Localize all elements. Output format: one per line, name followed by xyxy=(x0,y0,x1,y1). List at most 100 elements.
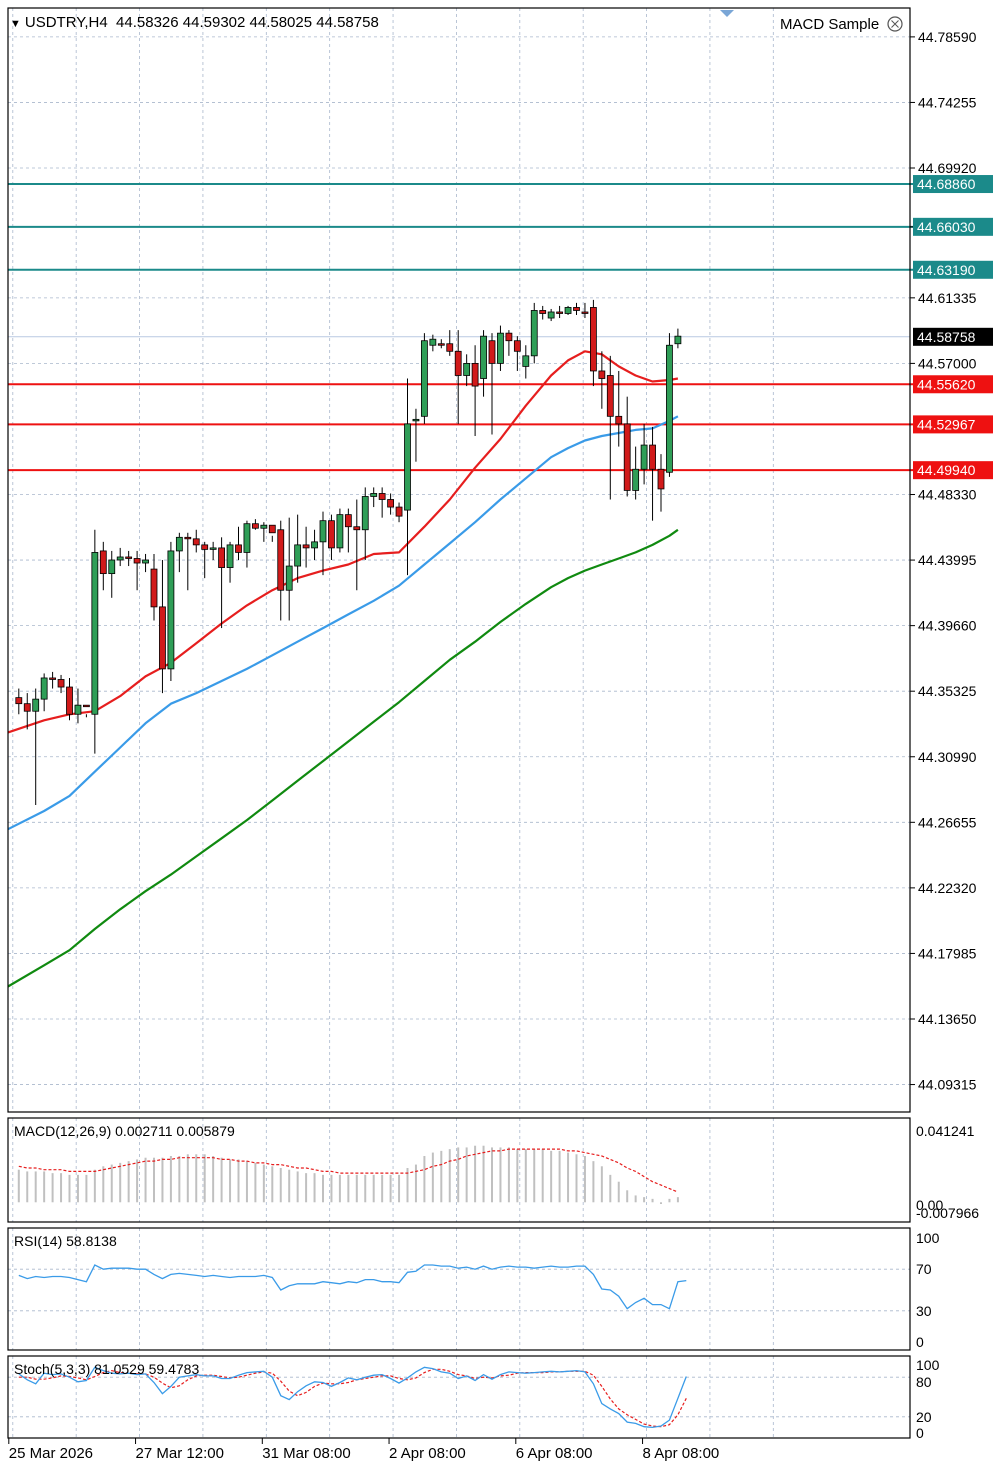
level-label: 44.66030 xyxy=(917,219,976,235)
candle-body xyxy=(268,524,276,534)
pane-frame-2 xyxy=(7,1227,911,1351)
candle-body xyxy=(91,552,99,715)
candle xyxy=(598,351,606,409)
stoch-tick-label: 100 xyxy=(916,1357,940,1373)
stoch-tick-label: 20 xyxy=(916,1409,932,1425)
level-label: 44.49940 xyxy=(917,462,976,478)
level-label: 44.68860 xyxy=(917,176,976,192)
candle-body xyxy=(370,493,378,497)
y-tick-label: 44.26655 xyxy=(918,814,977,830)
y-tick-label: 44.69920 xyxy=(918,160,977,176)
candle-body xyxy=(564,307,572,314)
candle-body xyxy=(108,559,116,575)
candle-body xyxy=(581,311,589,314)
candle-body xyxy=(530,310,538,357)
candle xyxy=(108,550,116,598)
candle xyxy=(429,334,437,352)
candle xyxy=(142,553,149,573)
candle xyxy=(209,541,217,560)
candle-body xyxy=(277,529,285,591)
candle-body xyxy=(598,370,606,379)
candle-body xyxy=(513,340,521,352)
moving-average-line-1 xyxy=(7,415,679,831)
candle-body xyxy=(285,565,293,591)
candle-body xyxy=(344,514,352,528)
candle xyxy=(404,378,411,576)
candle xyxy=(184,532,192,591)
candle-body xyxy=(235,544,242,553)
candle-body xyxy=(590,307,597,372)
moving-average-line-2 xyxy=(7,528,679,988)
candle xyxy=(218,537,226,629)
candle xyxy=(251,519,259,530)
candle-body xyxy=(226,544,234,568)
candle-body xyxy=(66,686,73,715)
candle xyxy=(302,526,310,568)
candle xyxy=(319,511,327,576)
y-tick-label: 44.17985 xyxy=(918,945,977,961)
candles xyxy=(15,299,682,805)
candle-body xyxy=(302,544,310,549)
level-tag xyxy=(913,217,993,236)
candle-body xyxy=(463,362,471,376)
candle-body xyxy=(640,444,648,470)
candle-body xyxy=(573,307,580,311)
candle xyxy=(522,345,530,379)
level-tag xyxy=(913,461,993,480)
candle xyxy=(530,302,538,364)
symbol-menu-icon[interactable]: ▼ xyxy=(10,18,21,30)
candle-body xyxy=(446,343,454,352)
y-tick-label: 44.09315 xyxy=(918,1077,977,1093)
candle xyxy=(277,520,285,621)
candle xyxy=(83,704,90,718)
candle-body xyxy=(32,698,40,712)
candle-body xyxy=(395,506,403,517)
candle-body xyxy=(142,559,149,564)
candle-body xyxy=(437,343,445,346)
candle-body xyxy=(547,311,555,319)
rsi-tick-label: 70 xyxy=(916,1261,932,1277)
candle xyxy=(480,330,487,397)
candle-body xyxy=(623,423,631,491)
candle-body xyxy=(319,520,327,543)
candle xyxy=(564,305,572,316)
expert-advisor-marker xyxy=(720,10,734,17)
candle xyxy=(15,688,23,715)
candle xyxy=(74,688,82,724)
candle-body xyxy=(378,493,386,500)
x-tick-label: 25 Mar 2026 xyxy=(9,1445,93,1462)
y-tick-label: 44.61335 xyxy=(918,290,977,306)
candle xyxy=(311,529,318,560)
candle xyxy=(615,370,623,447)
candle-body xyxy=(454,350,462,376)
grid xyxy=(8,8,910,1438)
candle-body xyxy=(615,415,623,425)
candle xyxy=(40,673,48,712)
candle-body xyxy=(116,556,124,561)
candle xyxy=(133,550,141,591)
candle-body xyxy=(480,335,487,379)
candle xyxy=(57,674,65,694)
candle xyxy=(49,671,56,689)
candle-body xyxy=(133,558,141,564)
expert-badge[interactable]: MACD Sample xyxy=(780,16,903,33)
smiley-icon xyxy=(887,16,903,32)
macd-title: MACD(12,26,9) 0.002711 0.005879 xyxy=(14,1123,235,1139)
candle xyxy=(573,302,580,316)
candle-body xyxy=(353,526,361,531)
candle-body xyxy=(606,375,614,417)
y-tick-label: 44.74255 xyxy=(918,94,977,110)
candle-body xyxy=(218,547,226,568)
candle xyxy=(590,299,597,387)
x-tick-label: 31 Mar 08:00 xyxy=(262,1445,350,1462)
candle xyxy=(513,336,521,371)
candle-body xyxy=(125,556,133,559)
candle xyxy=(539,305,547,320)
candle-body xyxy=(539,310,547,314)
candle xyxy=(235,526,242,560)
y-tick-label: 44.13650 xyxy=(918,1011,977,1027)
candle-body xyxy=(150,568,158,608)
candle-body xyxy=(83,704,90,708)
x-tick-label: 27 Mar 12:00 xyxy=(136,1445,224,1462)
